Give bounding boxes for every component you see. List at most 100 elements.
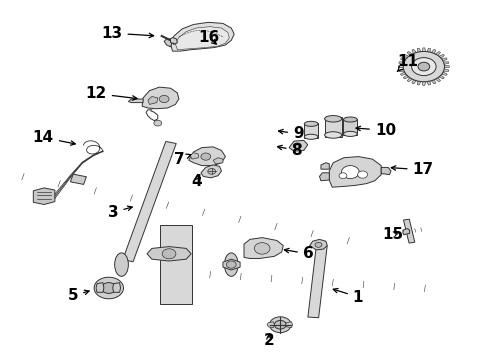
Circle shape — [201, 153, 211, 160]
Ellipse shape — [115, 253, 128, 276]
Polygon shape — [319, 173, 329, 181]
Polygon shape — [329, 157, 381, 187]
Circle shape — [412, 58, 436, 76]
Circle shape — [270, 317, 291, 333]
Polygon shape — [201, 165, 221, 178]
Polygon shape — [443, 69, 449, 72]
Polygon shape — [412, 80, 416, 84]
Ellipse shape — [304, 121, 318, 126]
Polygon shape — [443, 62, 449, 64]
Polygon shape — [289, 140, 308, 151]
Text: 8: 8 — [277, 143, 302, 158]
Circle shape — [162, 249, 176, 259]
Polygon shape — [147, 247, 191, 261]
Polygon shape — [427, 81, 431, 85]
Circle shape — [315, 242, 322, 247]
Text: 4: 4 — [191, 174, 202, 189]
Polygon shape — [223, 259, 240, 270]
Circle shape — [226, 261, 236, 268]
Polygon shape — [441, 58, 447, 61]
Polygon shape — [407, 51, 413, 55]
Text: 5: 5 — [68, 288, 89, 303]
Polygon shape — [407, 78, 413, 82]
Polygon shape — [171, 22, 234, 51]
Polygon shape — [310, 239, 327, 250]
Circle shape — [418, 62, 430, 71]
Polygon shape — [128, 99, 143, 103]
Ellipse shape — [325, 132, 342, 138]
Polygon shape — [398, 66, 403, 68]
Circle shape — [274, 320, 286, 329]
Text: 9: 9 — [278, 126, 304, 141]
Circle shape — [403, 51, 444, 82]
Ellipse shape — [343, 131, 357, 136]
Polygon shape — [113, 283, 121, 292]
Polygon shape — [403, 229, 410, 235]
Text: 13: 13 — [101, 26, 154, 41]
Polygon shape — [213, 158, 223, 164]
Text: 7: 7 — [174, 152, 191, 167]
Polygon shape — [417, 48, 421, 52]
Polygon shape — [439, 75, 444, 79]
Polygon shape — [422, 48, 425, 51]
Polygon shape — [71, 174, 86, 184]
Polygon shape — [435, 51, 441, 55]
Circle shape — [154, 120, 162, 126]
Polygon shape — [325, 117, 342, 136]
Ellipse shape — [343, 117, 357, 122]
Polygon shape — [267, 322, 274, 328]
Polygon shape — [304, 123, 318, 138]
Text: 17: 17 — [391, 162, 434, 177]
Circle shape — [159, 95, 169, 103]
Polygon shape — [142, 87, 179, 109]
Polygon shape — [400, 58, 406, 61]
Text: 16: 16 — [198, 30, 220, 45]
Polygon shape — [400, 72, 406, 75]
Polygon shape — [321, 163, 329, 169]
Polygon shape — [427, 48, 431, 52]
Polygon shape — [431, 49, 436, 54]
Circle shape — [342, 166, 359, 179]
Text: 15: 15 — [382, 227, 403, 242]
Circle shape — [254, 243, 270, 254]
Polygon shape — [190, 153, 198, 159]
Polygon shape — [122, 141, 176, 262]
Polygon shape — [439, 54, 444, 58]
Polygon shape — [422, 82, 425, 85]
Polygon shape — [189, 147, 225, 166]
Polygon shape — [431, 80, 436, 84]
Polygon shape — [148, 96, 158, 104]
Polygon shape — [175, 27, 229, 50]
Polygon shape — [161, 225, 192, 304]
Polygon shape — [343, 119, 357, 135]
Polygon shape — [403, 54, 409, 58]
Polygon shape — [381, 167, 391, 175]
Circle shape — [339, 173, 347, 179]
Polygon shape — [403, 75, 409, 79]
Polygon shape — [403, 219, 415, 243]
Polygon shape — [96, 283, 104, 292]
Circle shape — [101, 283, 116, 293]
Polygon shape — [244, 238, 283, 258]
Polygon shape — [417, 81, 421, 85]
Circle shape — [208, 168, 216, 174]
Text: 3: 3 — [108, 205, 132, 220]
Text: 11: 11 — [397, 54, 418, 72]
Ellipse shape — [224, 253, 238, 276]
Polygon shape — [412, 49, 416, 54]
Text: 14: 14 — [33, 130, 75, 145]
Polygon shape — [171, 37, 177, 44]
Circle shape — [358, 171, 368, 178]
Polygon shape — [399, 62, 404, 64]
Polygon shape — [33, 188, 55, 204]
Ellipse shape — [304, 134, 318, 139]
Text: 6: 6 — [284, 246, 314, 261]
Polygon shape — [399, 69, 404, 72]
Circle shape — [294, 143, 301, 149]
Ellipse shape — [325, 116, 342, 122]
Circle shape — [94, 277, 123, 299]
Text: 10: 10 — [356, 123, 396, 138]
Polygon shape — [308, 245, 327, 318]
Polygon shape — [164, 39, 172, 47]
Text: 1: 1 — [333, 288, 363, 305]
